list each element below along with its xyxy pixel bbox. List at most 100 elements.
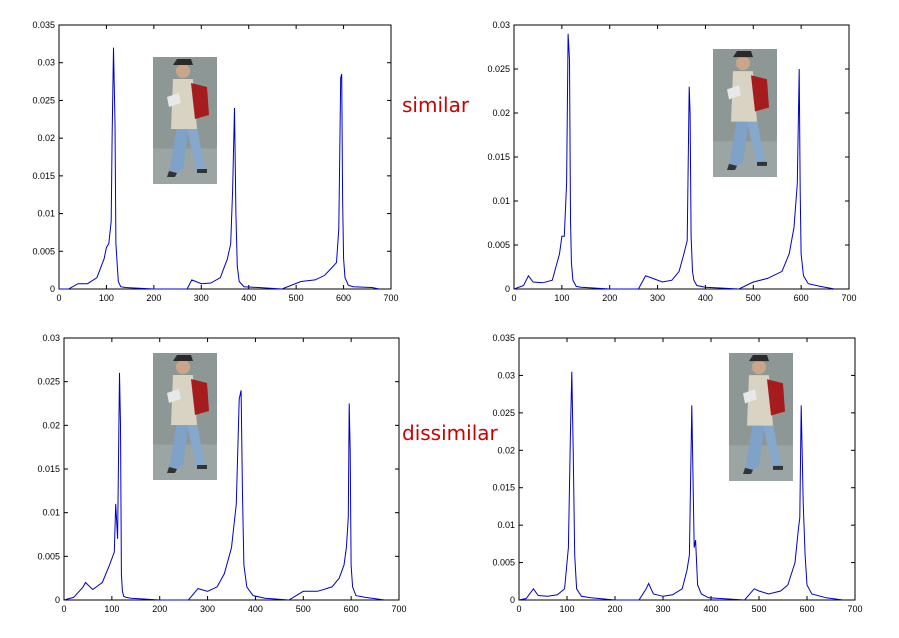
dissimilar-label: dissimilar [402, 421, 499, 445]
x-tick-label: 600 [794, 293, 809, 303]
series-line [63, 372, 385, 601]
y-tick-label: 0.01 [37, 209, 55, 219]
x-tick-label: 300 [200, 604, 215, 614]
inset-pedestrian-photo-3 [729, 353, 793, 481]
person-jacket [747, 375, 773, 426]
x-tick-label: 300 [194, 293, 209, 303]
person-hat [173, 59, 193, 65]
y-tick-label: 0.03 [492, 20, 510, 30]
series-line [518, 371, 844, 601]
y-tick-label: 0.03 [37, 58, 55, 68]
x-tick-label: 0 [61, 604, 66, 614]
x-tick-label: 500 [289, 293, 304, 303]
person-leg-left [169, 127, 189, 175]
x-tick-label: 200 [152, 604, 167, 614]
x-tick-label: 0 [516, 604, 521, 614]
person-leg-left [169, 423, 189, 471]
person-shoe-left [727, 163, 737, 170]
y-tick-label: 0.02 [37, 133, 55, 143]
plot-frame [58, 24, 392, 290]
person-shoe-left [167, 467, 177, 473]
person-shoe-right [757, 161, 767, 166]
person-shoe-right [197, 169, 207, 173]
x-tick-label: 700 [391, 604, 406, 614]
y-tick-label: 0.02 [42, 420, 60, 430]
x-tick-label: 200 [607, 604, 622, 614]
y-tick-label: 0.025 [32, 95, 55, 105]
x-tick-label: 100 [104, 604, 119, 614]
x-tick-label: 100 [99, 293, 114, 303]
chart-top-left: 0 100 200 300 400 500 600 700 0 0.005 0.01 0.015 0.0… [32, 20, 398, 303]
person-leg-right [747, 119, 765, 164]
person-backpack [191, 83, 209, 119]
person-leg-right [187, 423, 205, 467]
inset-pedestrian-photo-1 [153, 353, 217, 480]
person-paper [727, 85, 741, 100]
plot-frame [513, 24, 850, 290]
chart-bottom-right: 0 100 200 300 400 500 600 700 0 0.005 0.01 0.015 0.0… [492, 333, 862, 614]
person-leg-right [187, 127, 205, 171]
x-tick-label: 500 [296, 604, 311, 614]
y-tick-label: 0.025 [37, 377, 60, 387]
x-tick-label: 100 [554, 293, 569, 303]
person-shoe-right [197, 465, 207, 469]
x-tick-label: 300 [650, 293, 665, 303]
y-tick-label: 0 [505, 284, 510, 294]
x-tick-label: 700 [847, 604, 862, 614]
series-line [513, 33, 835, 290]
y-tick-label: 0.005 [32, 246, 55, 256]
x-tick-label: 600 [799, 604, 814, 614]
x-tick-label: 200 [602, 293, 617, 303]
y-tick-label: 0.02 [497, 445, 515, 455]
person-leg-right [763, 423, 781, 468]
person-jacket [171, 79, 197, 129]
y-tick-label: 0.015 [487, 152, 510, 162]
x-tick-label: 100 [559, 604, 574, 614]
person-backpack [751, 75, 769, 112]
x-tick-label: 400 [698, 293, 713, 303]
x-tick-label: 500 [746, 293, 761, 303]
x-tick-label: 400 [248, 604, 263, 614]
x-tick-label: 0 [511, 293, 516, 303]
similar-label: similar [402, 93, 470, 117]
person-head [176, 64, 190, 78]
series-line [59, 47, 380, 290]
x-tick-label: 700 [383, 293, 398, 303]
inset-pedestrian-photo-1 [153, 57, 217, 184]
y-tick-label: 0.005 [37, 551, 60, 561]
x-tick-label: 0 [56, 293, 61, 303]
y-tick-label: 0.01 [492, 196, 510, 206]
x-tick-label: 300 [655, 604, 670, 614]
y-tick-label: 0 [55, 595, 60, 605]
person-head [736, 56, 750, 71]
person-hat [173, 355, 193, 361]
person-hat [749, 355, 769, 362]
person-head [752, 360, 766, 375]
x-tick-label: 400 [703, 604, 718, 614]
y-tick-label: 0 [50, 284, 55, 294]
y-tick-label: 0.005 [492, 558, 515, 568]
x-tick-label: 200 [146, 293, 161, 303]
person-shoe-right [773, 465, 783, 470]
x-tick-label: 400 [241, 293, 256, 303]
inset-pedestrian-photo-2 [713, 49, 777, 177]
person-paper [743, 389, 757, 404]
person-jacket [171, 375, 197, 425]
y-tick-label: 0.01 [42, 508, 60, 518]
person-leg-left [745, 423, 765, 472]
y-tick-label: 0 [510, 595, 515, 605]
x-tick-label: 500 [751, 604, 766, 614]
person-backpack [191, 379, 209, 415]
y-tick-label: 0.025 [487, 64, 510, 74]
y-tick-label: 0.03 [42, 333, 60, 343]
person-leg-left [729, 119, 749, 168]
y-tick-label: 0.015 [492, 483, 515, 493]
person-hat [733, 51, 753, 58]
y-tick-label: 0.035 [32, 20, 55, 30]
chart-top-right: 0 100 200 300 400 500 600 700 0 0.005 0.01 0.015 0.0… [487, 20, 856, 303]
y-tick-label: 0.035 [492, 333, 515, 343]
y-tick-label: 0.03 [497, 370, 515, 380]
x-tick-label: 600 [344, 604, 359, 614]
person-paper [167, 389, 181, 403]
